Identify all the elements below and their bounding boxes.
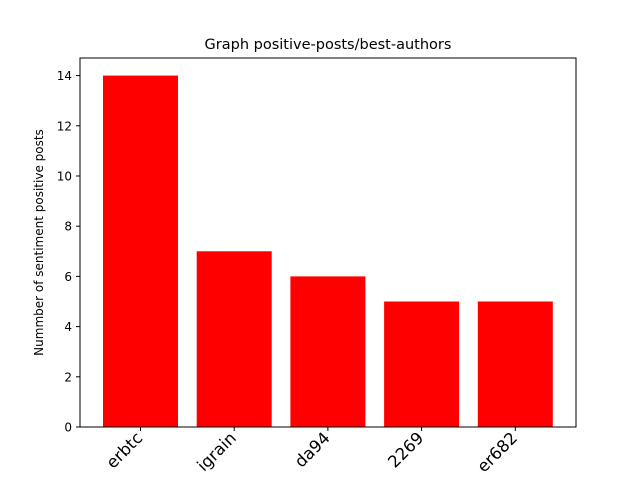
- bars-group: [103, 75, 553, 428]
- x-tick-label: er682: [473, 428, 521, 476]
- y-tick-label: 2: [64, 370, 72, 384]
- x-tick-label: 2269: [384, 428, 427, 471]
- y-tick-label: 10: [57, 169, 72, 183]
- x-tick-label: da94: [291, 428, 334, 471]
- y-tick-label: 12: [57, 119, 72, 133]
- y-tick-label: 0: [64, 421, 72, 435]
- y-axis-label: Nummber of sentiment positive posts: [32, 129, 46, 356]
- bar-erbtc: [103, 75, 178, 428]
- y-tick-label: 6: [64, 270, 72, 284]
- x-tick-label: erbtc: [103, 428, 147, 472]
- chart-title: Graph positive-posts/best-authors: [205, 37, 452, 53]
- y-tick-label: 8: [64, 220, 72, 234]
- y-axis: 0 2 4 6 8 10 12 14: [57, 69, 80, 435]
- x-axis: erbtc igrain da94 2269 er682: [103, 427, 521, 476]
- x-tick-label: igrain: [193, 428, 240, 475]
- bar-2269: [384, 301, 460, 427]
- y-tick-label: 4: [64, 320, 72, 334]
- y-tick-label: 14: [57, 69, 72, 83]
- bar-igrain: [196, 251, 272, 427]
- bar-er682: [477, 301, 553, 427]
- bar-da94: [290, 276, 366, 427]
